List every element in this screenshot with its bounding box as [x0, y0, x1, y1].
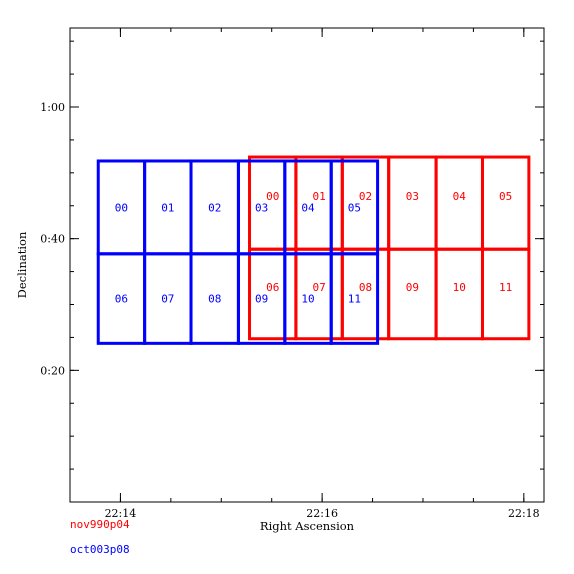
x-axis-label: Right Ascension	[260, 519, 355, 533]
ccd-label: 06	[266, 281, 279, 294]
ccd-outline-nov990p04	[480, 247, 531, 341]
ccd-label: 04	[453, 190, 467, 203]
ccd-label: 02	[208, 201, 221, 214]
ccd-label: 11	[348, 293, 361, 306]
footprint-oct003p08: 00 01 02 03 04 05 06 07 08 09 10 11	[96, 159, 380, 345]
ccd-label: 01	[312, 190, 325, 203]
x-tick-label: 22:14	[105, 507, 137, 520]
footprint-nov990p04: 00 01 02 03 04 05 06 07 08 09 10 11	[248, 155, 531, 341]
ccd-label: 06	[115, 293, 128, 306]
legend-entry-oct003p08: oct003p08	[70, 543, 130, 556]
ccd-label: 07	[161, 293, 174, 306]
ccd-label: 04	[301, 201, 315, 214]
ccd-label: 11	[499, 281, 512, 294]
ccd-label: 08	[359, 281, 372, 294]
ccd-outline-oct003p08	[329, 252, 380, 345]
ccd-label: 09	[406, 281, 419, 294]
ccd-label: 05	[348, 201, 361, 214]
y-tick-label: 1:00	[40, 101, 65, 114]
axes: 22:14 22:16 22:18 0:20 0:40 1:00	[40, 28, 544, 520]
ccd-label: 00	[266, 190, 279, 203]
y-tick-label: 0:20	[40, 364, 65, 377]
y-axis-label: Declination	[15, 231, 29, 298]
ccd-label: 02	[359, 190, 372, 203]
ccd-label: 00	[115, 201, 128, 214]
ccd-label: 03	[255, 201, 268, 214]
ccd-label: 05	[499, 190, 512, 203]
ccd-label: 07	[312, 281, 325, 294]
legend-entry-nov990p04: nov990p04	[70, 518, 130, 531]
y-tick-label: 0:40	[40, 233, 65, 246]
ccd-label: 10	[453, 281, 466, 294]
ccd-label: 10	[301, 293, 314, 306]
plot-frame	[69, 27, 545, 503]
ccd-label: 03	[406, 190, 419, 203]
ccd-label: 08	[208, 293, 221, 306]
ccd-label: 01	[161, 201, 174, 214]
chart-marks: 00 01 02 03 04 05 06 07 08 09 10 11 00 01 02 03 04 05 06 07…	[96, 155, 531, 345]
x-tick-label: 22:16	[306, 507, 338, 520]
ccd-label: 09	[255, 293, 268, 306]
x-tick-label: 22:18	[508, 507, 540, 520]
